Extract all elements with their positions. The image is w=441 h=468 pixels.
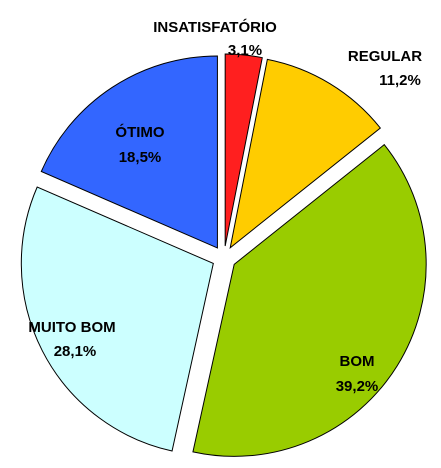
slice-label: ÓTIMO	[115, 123, 164, 141]
pie-slice	[229, 58, 382, 249]
slice-label: MUITO BOM	[28, 319, 115, 336]
value-label: 11,2%	[379, 72, 421, 89]
pie-slice	[40, 55, 218, 249]
value-label: 39,2%	[336, 378, 379, 395]
pie-slice	[20, 186, 214, 452]
value-label: 18,5%	[119, 149, 162, 166]
slice-label: BOM	[340, 353, 375, 370]
value-label: 28,1%	[54, 343, 97, 360]
pie-slice	[192, 143, 427, 457]
slice-label: INSATISFATÓRIO	[153, 18, 277, 36]
value-label: 3,1%	[228, 42, 262, 59]
pie-slice	[224, 53, 263, 247]
slice-label: REGULAR	[348, 48, 422, 65]
